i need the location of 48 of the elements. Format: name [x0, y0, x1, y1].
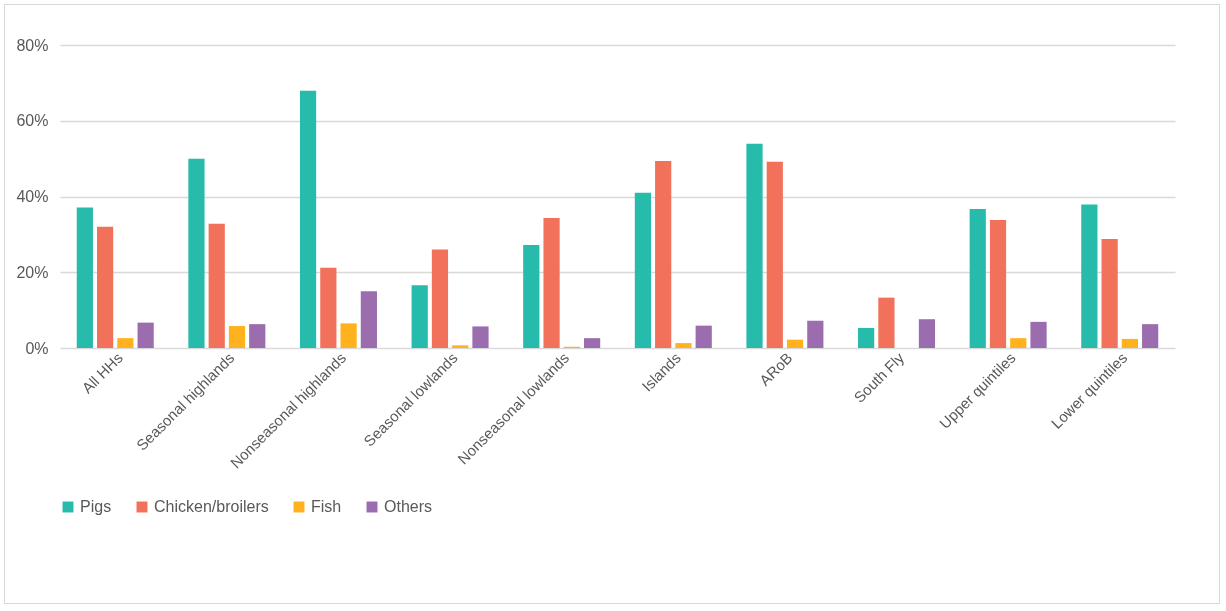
bar — [1081, 204, 1098, 348]
bar — [786, 339, 804, 348]
bar — [969, 209, 986, 348]
bar — [117, 338, 134, 348]
bar — [675, 343, 692, 348]
bar — [411, 285, 428, 348]
bar — [1101, 238, 1118, 348]
y-tick-label: 20% — [16, 263, 49, 281]
y-tick-label: 60% — [16, 112, 49, 130]
bar — [543, 218, 560, 348]
bar — [249, 324, 266, 348]
bar — [299, 90, 317, 348]
bar — [807, 320, 824, 348]
bar — [655, 160, 672, 348]
bar — [1121, 338, 1138, 348]
bar — [228, 326, 246, 348]
bar — [452, 345, 469, 348]
bar — [76, 207, 93, 348]
bar — [858, 327, 875, 348]
y-tick-label: 0% — [25, 339, 49, 357]
legend-label: Pigs — [80, 498, 112, 515]
x-tick-label: All HHs — [78, 349, 126, 397]
legend-label: Others — [384, 498, 433, 515]
y-tick-label: 40% — [16, 188, 49, 205]
bar — [878, 297, 895, 348]
bar — [340, 323, 357, 348]
bar — [1010, 338, 1027, 348]
y-tick-label: 80% — [16, 36, 49, 54]
bar — [320, 267, 337, 348]
bar — [1142, 324, 1159, 348]
bar — [634, 192, 652, 348]
bar — [766, 161, 783, 348]
bar — [523, 244, 540, 348]
bar — [989, 219, 1007, 348]
bar — [695, 325, 712, 348]
bar — [97, 226, 114, 348]
legend-label: Chicken/broilers — [154, 498, 269, 515]
bar — [360, 291, 377, 348]
bar — [431, 249, 449, 348]
bar — [746, 143, 763, 348]
bar — [918, 319, 936, 348]
bar — [583, 338, 601, 348]
bar — [472, 326, 489, 348]
bar — [137, 322, 154, 348]
bar — [188, 158, 205, 348]
legend-label: Fish — [311, 498, 342, 515]
bar — [1030, 321, 1047, 348]
bar — [208, 223, 225, 348]
